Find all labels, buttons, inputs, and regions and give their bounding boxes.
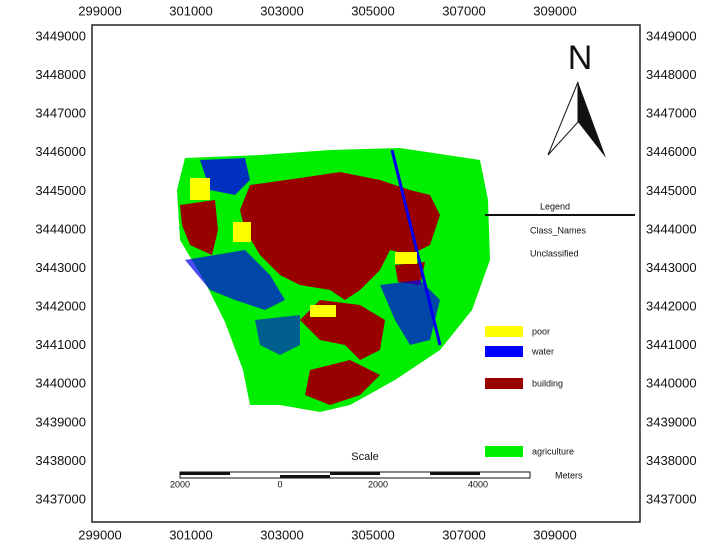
- x-tick-label: 305000: [351, 527, 394, 542]
- x-tick-label: 299000: [78, 3, 121, 18]
- y-tick-label: 3447000: [35, 106, 86, 121]
- legend-label: agriculture: [532, 446, 574, 456]
- map-figure: N Legend Class_Names Unclassified Scale …: [0, 0, 720, 546]
- legend-label: building: [532, 378, 563, 388]
- y-tick-label: 3437000: [646, 491, 697, 506]
- scale-bar: [180, 472, 530, 478]
- legend-swatch: [485, 346, 523, 357]
- north-label: N: [568, 39, 593, 77]
- legend-label: poor: [532, 326, 550, 336]
- y-tick-label: 3449000: [646, 28, 697, 43]
- legend-title: Legend: [540, 201, 570, 211]
- legend-unclassified: Unclassified: [530, 248, 579, 258]
- y-tick-label: 3441000: [35, 337, 86, 352]
- x-tick-label: 309000: [533, 527, 576, 542]
- y-tick-label: 3441000: [646, 337, 697, 352]
- x-tick-label: 307000: [442, 3, 485, 18]
- y-tick-label: 3446000: [646, 144, 697, 159]
- y-tick-label: 3442000: [646, 299, 697, 314]
- x-tick-label: 309000: [533, 3, 576, 18]
- y-tick-label: 3448000: [35, 67, 86, 82]
- legend-field: Class_Names: [530, 225, 587, 235]
- legend-label: water: [531, 346, 554, 356]
- y-tick-label: 3443000: [35, 260, 86, 275]
- y-tick-label: 3444000: [646, 221, 697, 236]
- legend-swatch: [485, 326, 523, 337]
- y-tick-label: 3445000: [35, 183, 86, 198]
- y-tick-label: 3449000: [35, 28, 86, 43]
- scale-label: 2000: [368, 479, 388, 489]
- y-tick-label: 3443000: [646, 260, 697, 275]
- y-tick-label: 3437000: [35, 491, 86, 506]
- y-tick-label: 3439000: [35, 414, 86, 429]
- scale-title: Scale: [351, 451, 379, 463]
- y-tick-label: 3445000: [646, 183, 697, 198]
- y-tick-label: 3446000: [35, 144, 86, 159]
- legend-swatch: [485, 446, 523, 457]
- y-tick-label: 3448000: [646, 67, 697, 82]
- x-tick-label: 301000: [169, 3, 212, 18]
- x-tick-label: 299000: [78, 527, 121, 542]
- x-tick-label: 303000: [260, 3, 303, 18]
- y-tick-label: 3447000: [646, 106, 697, 121]
- x-tick-label: 301000: [169, 527, 212, 542]
- y-tick-label: 3444000: [35, 221, 86, 236]
- y-tick-label: 3440000: [35, 376, 86, 391]
- y-tick-label: 3440000: [646, 376, 697, 391]
- scale-label: 4000: [468, 479, 488, 489]
- y-tick-label: 3442000: [35, 299, 86, 314]
- scale-label: 2000: [170, 479, 190, 489]
- x-tick-label: 305000: [351, 3, 394, 18]
- scale-label: 0: [277, 479, 282, 489]
- y-tick-label: 3439000: [646, 414, 697, 429]
- y-tick-label: 3438000: [35, 453, 86, 468]
- x-tick-label: 303000: [260, 527, 303, 542]
- scale-unit: Meters: [555, 470, 583, 480]
- y-tick-label: 3438000: [646, 453, 697, 468]
- legend-swatch: [485, 378, 523, 389]
- x-tick-label: 307000: [442, 527, 485, 542]
